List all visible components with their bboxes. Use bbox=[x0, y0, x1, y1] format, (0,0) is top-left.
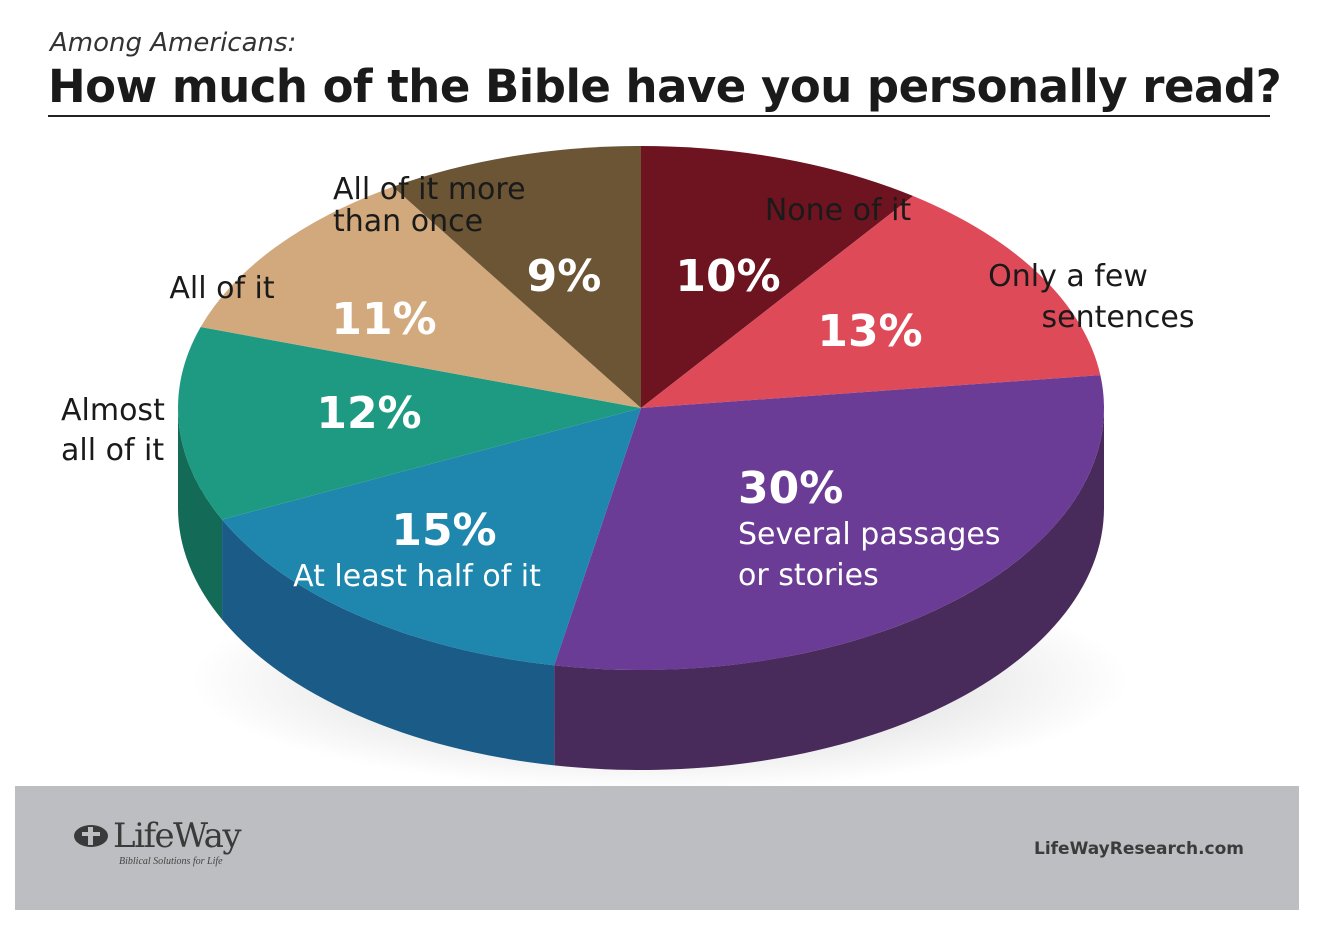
category-label-3-line-1: Several passages bbox=[738, 517, 1001, 552]
value-label-1: 10% bbox=[675, 251, 780, 302]
category-label-6: All of it bbox=[169, 271, 275, 306]
pie-slice-2 bbox=[641, 196, 1101, 408]
logo-tagline: Biblical Solutions for Life bbox=[119, 856, 223, 867]
category-label-5-line-2: all of it bbox=[61, 433, 164, 468]
footer-bar: LifeWay Biblical Solutions for Life Life… bbox=[15, 786, 1299, 910]
category-label-1: None of it bbox=[765, 193, 912, 228]
category-label-5-line-1: Almost bbox=[61, 393, 165, 428]
website-link[interactable]: LifeWayResearch.com bbox=[1034, 839, 1244, 859]
logo-wordmark: LifeWay bbox=[113, 816, 242, 856]
pie-slice-1 bbox=[641, 146, 914, 408]
category-label-3-line-2: or stories bbox=[738, 558, 879, 593]
pie-tops bbox=[178, 146, 1104, 670]
pie-labels: 10% None of it 13% Only a few sentences 30%Se… bbox=[61, 172, 1194, 594]
category-label-4: At least half of it bbox=[293, 559, 541, 594]
pie-side-5 bbox=[178, 408, 223, 620]
category-label-7-line-1: All of it more bbox=[333, 172, 526, 207]
value-label-5: 12% bbox=[316, 388, 421, 439]
value-label-7: 9% bbox=[527, 251, 602, 302]
pie-slice-5 bbox=[178, 327, 641, 520]
pie-slice-3 bbox=[554, 375, 1104, 670]
lifeway-logo-icon bbox=[74, 825, 108, 847]
category-label-2-line-1: Only a few bbox=[988, 259, 1148, 294]
category-label-7-line-2: than once bbox=[333, 204, 483, 239]
chart-title: How much of the Bible have you personall… bbox=[48, 60, 1282, 117]
value-label-3: 30% bbox=[738, 463, 843, 514]
value-label-4: 15% bbox=[391, 505, 496, 556]
pie-slice-7 bbox=[392, 146, 641, 408]
value-label-6: 11% bbox=[331, 294, 436, 345]
pie-sides bbox=[178, 408, 1104, 770]
lifeway-logo: LifeWay Biblical Solutions for Life bbox=[73, 816, 273, 876]
value-label-2: 13% bbox=[817, 306, 922, 357]
chart-subtitle: Among Americans: bbox=[50, 28, 297, 58]
category-label-2-line-2: sentences bbox=[1042, 300, 1195, 335]
pie-slice-6 bbox=[200, 186, 641, 408]
pie-side-3 bbox=[554, 408, 1104, 770]
pie-slice-4 bbox=[222, 408, 642, 666]
pie-side-4 bbox=[222, 519, 555, 766]
